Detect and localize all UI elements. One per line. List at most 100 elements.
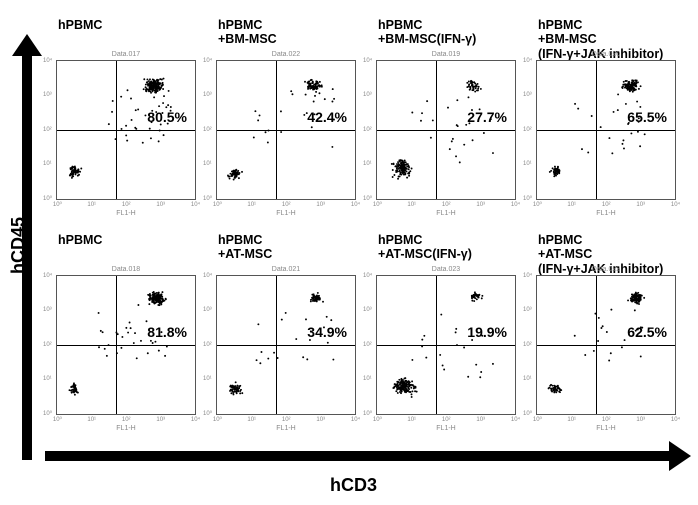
x-tick: 10³	[156, 417, 165, 423]
scatter-plot: Data.02242.4%FL1-H10⁰10¹10²10³10⁴10⁰10¹1…	[216, 60, 356, 200]
scatter-points	[57, 276, 195, 414]
x-tick: 10⁴	[351, 202, 360, 208]
x-tick: 10¹	[407, 417, 416, 423]
y-tick: 10²	[43, 127, 52, 133]
x-tick: 10⁰	[373, 416, 382, 423]
x-tick: 10⁰	[213, 201, 222, 208]
scatter-points	[537, 61, 675, 199]
y-tick: 10⁰	[363, 195, 372, 202]
scatter-plot: Data.02262.5%FL1-H10⁰10¹10²10³10⁴10⁰10¹1…	[536, 275, 676, 415]
x-tick: 10²	[122, 417, 131, 423]
x-tick: 10²	[282, 417, 291, 423]
y-tick: 10⁴	[523, 273, 532, 279]
percent-label: 42.4%	[307, 109, 347, 125]
x-tick: 10²	[602, 417, 611, 423]
y-tick: 10²	[43, 342, 52, 348]
scatter-points	[217, 276, 355, 414]
plot-subtitle: Data.022	[272, 51, 300, 58]
x-tick: 10²	[442, 417, 451, 423]
plot-cell: hPBMC +AT-MSC (IFN-γ+JAK inhibitor)Data.…	[530, 233, 690, 448]
y-tick: 10¹	[523, 376, 532, 382]
plot-x-sublabel: FL1-H	[436, 210, 455, 217]
plot-x-sublabel: FL1-H	[116, 210, 135, 217]
plot-cell: hPBMC +AT-MSCData.02134.9%FL1-H10⁰10¹10²…	[210, 233, 370, 448]
plot-subtitle: Data.017	[112, 51, 140, 58]
scatter-points	[377, 276, 515, 414]
plot-subtitle: Data.019	[432, 51, 460, 58]
y-tick: 10⁰	[203, 410, 212, 417]
percent-label: 27.7%	[467, 109, 507, 125]
x-tick: 10²	[122, 202, 131, 208]
plot-subtitle: Data.021	[272, 266, 300, 273]
y-axis-label: hCD45	[8, 217, 29, 274]
x-tick: 10³	[636, 417, 645, 423]
x-axis-label: hCD3	[330, 475, 377, 496]
scatter-plot: Data.01780.5%FL1-H10⁰10¹10²10³10⁴10⁰10¹1…	[56, 60, 196, 200]
y-tick: 10⁴	[203, 273, 212, 279]
plot-cell: hPBMC Data.01780.5%FL1-H10⁰10¹10²10³10⁴10…	[50, 18, 210, 233]
scatter-plot: Data.02134.9%FL1-H10⁰10¹10²10³10⁴10⁰10¹1…	[216, 275, 356, 415]
scatter-points	[57, 61, 195, 199]
y-tick: 10²	[363, 342, 372, 348]
y-tick: 10³	[203, 307, 212, 313]
percent-label: 80.5%	[147, 109, 187, 125]
plot-title: hPBMC +BM-MSC	[218, 18, 277, 47]
y-tick: 10⁴	[363, 273, 372, 279]
x-tick: 10⁴	[191, 417, 200, 423]
scatter-plot: Data.01927.7%FL1-H10⁰10¹10²10³10⁴10⁰10¹1…	[376, 60, 516, 200]
plot-subtitle: Data.023	[432, 266, 460, 273]
x-tick: 10³	[316, 417, 325, 423]
plot-x-sublabel: FL1-H	[596, 425, 615, 432]
plot-cell: hPBMC +AT-MSC(IFN-γ)Data.02319.9%FL1-H10…	[370, 233, 530, 448]
x-tick: 10¹	[567, 202, 576, 208]
y-tick: 10³	[363, 92, 372, 98]
y-tick: 10⁴	[363, 58, 372, 64]
y-tick: 10⁰	[43, 410, 52, 417]
scatter-plot: Data.02319.9%FL1-H10⁰10¹10²10³10⁴10⁰10¹1…	[376, 275, 516, 415]
plot-grid: hPBMCData.01780.5%FL1-H10⁰10¹10²10³10⁴10…	[50, 18, 690, 448]
y-tick: 10⁰	[363, 410, 372, 417]
y-tick: 10⁰	[203, 195, 212, 202]
x-tick: 10³	[476, 417, 485, 423]
plot-cell: hPBMC +BM-MSC (IFN-γ+JAK inhibitor)Data.…	[530, 18, 690, 233]
x-tick: 10⁰	[533, 416, 542, 423]
y-tick: 10⁴	[523, 58, 532, 64]
plot-title: hPBMC +AT-MSC(IFN-γ)	[378, 233, 472, 262]
plot-subtitle: Data.018	[112, 266, 140, 273]
percent-label: 19.9%	[467, 324, 507, 340]
x-tick: 10⁰	[533, 201, 542, 208]
y-tick: 10²	[523, 342, 532, 348]
x-tick: 10⁴	[671, 417, 680, 423]
x-tick: 10⁴	[351, 417, 360, 423]
y-tick: 10¹	[203, 161, 212, 167]
x-tick: 10³	[156, 202, 165, 208]
plot-title: hPBMC	[58, 18, 102, 32]
plot-cell: hPBMC +BM-MSC Data.02242.4%FL1-H10⁰10¹10²…	[210, 18, 370, 233]
y-tick: 10³	[523, 92, 532, 98]
y-axis-arrowhead	[12, 34, 42, 56]
scatter-plot: Data.01881.8%FL1-H10⁰10¹10²10³10⁴10⁰10¹1…	[56, 275, 196, 415]
percent-label: 81.8%	[147, 324, 187, 340]
plot-cell: hPBMC +BM-MSC(IFN-γ)Data.01927.7%FL1-H10…	[370, 18, 530, 233]
x-tick: 10⁰	[53, 416, 62, 423]
x-tick: 10⁴	[511, 202, 520, 208]
y-tick: 10⁴	[43, 58, 52, 64]
x-tick: 10¹	[407, 202, 416, 208]
x-tick: 10²	[602, 202, 611, 208]
x-axis-shaft	[45, 451, 670, 461]
plot-x-sublabel: FL1-H	[276, 425, 295, 432]
x-tick: 10¹	[247, 417, 256, 423]
x-tick: 10³	[476, 202, 485, 208]
y-tick: 10³	[43, 307, 52, 313]
plot-cell: hPBMCData.01881.8%FL1-H10⁰10¹10²10³10⁴10…	[50, 233, 210, 448]
plot-subtitle: Data.020	[592, 51, 620, 58]
y-tick: 10²	[203, 342, 212, 348]
plot-x-sublabel: FL1-H	[116, 425, 135, 432]
plot-x-sublabel: FL1-H	[436, 425, 455, 432]
y-tick: 10³	[43, 92, 52, 98]
y-tick: 10¹	[523, 161, 532, 167]
y-tick: 10⁴	[43, 273, 52, 279]
x-tick: 10³	[316, 202, 325, 208]
y-tick: 10²	[363, 127, 372, 133]
scatter-points	[537, 276, 675, 414]
